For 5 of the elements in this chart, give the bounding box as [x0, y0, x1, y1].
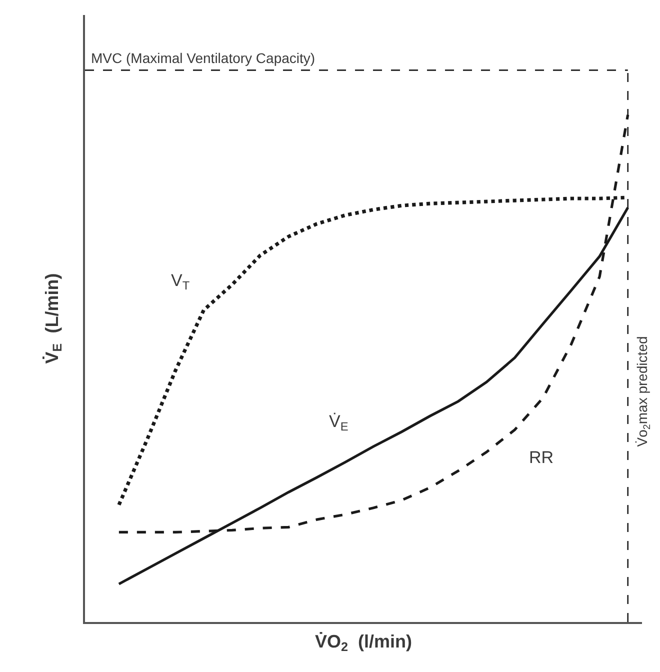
series-label: V̇$_{E}$: [329, 412, 348, 434]
x-axis-title: V̇O$_{2}$ (l/min): [314, 631, 412, 654]
series-label: RR: [529, 448, 554, 467]
ref-line-label: MVC (Maximal Ventilatory Capacity): [91, 50, 316, 66]
series-label: V$_{T}$: [171, 271, 190, 293]
